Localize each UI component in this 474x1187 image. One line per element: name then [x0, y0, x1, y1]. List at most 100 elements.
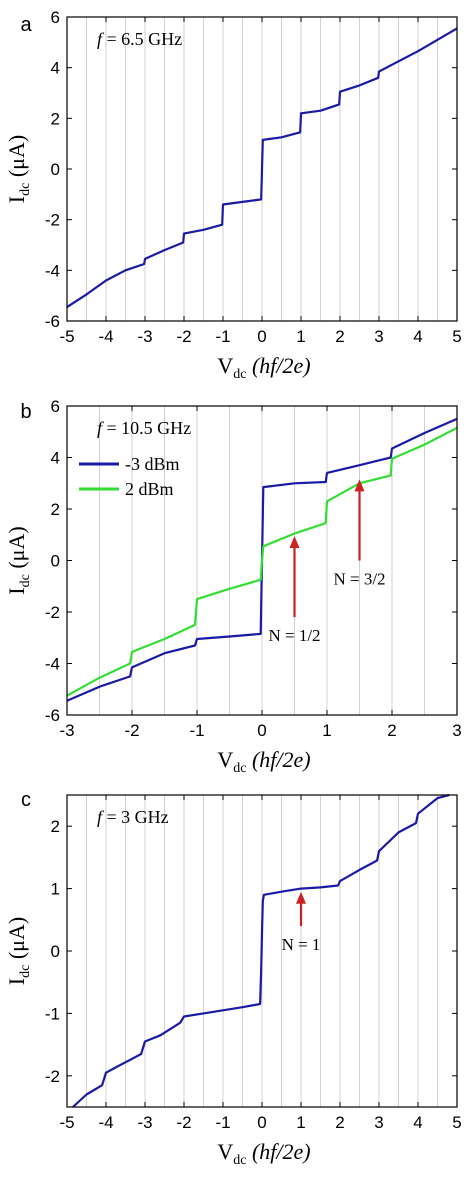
- x-axis-label: Vdc (hf/2e): [217, 353, 310, 382]
- annotation-label-2: N = 3/2: [333, 570, 385, 589]
- y-axis-label-main: I: [4, 587, 29, 594]
- x-tick-label: -1: [189, 721, 204, 740]
- x-tick-label: 1: [322, 721, 331, 740]
- annotation-arrowhead-1: [296, 891, 306, 904]
- x-tick-label: -2: [124, 721, 139, 740]
- frequency-annotation-text: = 6.5 GHz: [102, 29, 182, 49]
- x-tick-label: -4: [98, 327, 113, 346]
- annotation-arrowhead-2: [354, 479, 365, 492]
- y-axis-label: Idc (μA): [4, 917, 33, 985]
- y-axis-label-sub: dc: [18, 574, 33, 587]
- x-axis-label-main: V: [217, 353, 233, 378]
- y-tick-label: -4: [45, 261, 60, 280]
- x-tick-label: 2: [335, 1113, 344, 1132]
- x-tick-label: -3: [59, 721, 74, 740]
- y-tick-label: -2: [45, 211, 60, 230]
- x-tick-label: 2: [335, 327, 344, 346]
- x-tick-label: -5: [59, 1113, 74, 1132]
- x-tick-label: 0: [257, 1113, 266, 1132]
- x-tick-label: -3: [137, 327, 152, 346]
- x-tick-label: 5: [452, 327, 461, 346]
- y-tick-label: 6: [51, 8, 60, 27]
- y-tick-label: 0: [51, 160, 60, 179]
- annotation-arrowhead-1: [289, 536, 300, 549]
- frequency-annotation-text: = 3 GHz: [102, 807, 169, 827]
- frequency-annotation: f = 10.5 GHz: [97, 418, 191, 438]
- y-axis-label-unit: (μA): [4, 526, 29, 574]
- x-tick-label: -2: [176, 1113, 191, 1132]
- y-axis-label-sub: dc: [18, 183, 33, 196]
- y-axis-label-unit: (μA): [4, 917, 29, 965]
- x-tick-label: 1: [296, 327, 305, 346]
- x-tick-label: 3: [452, 721, 461, 740]
- annotation-label-1: N = 1/2: [268, 626, 320, 645]
- x-axis-label-sub: dc: [233, 1153, 246, 1168]
- x-tick-label: 4: [413, 327, 422, 346]
- y-axis-label-sub: dc: [18, 965, 33, 978]
- x-tick-label: 0: [257, 327, 266, 346]
- x-tick-label: 5: [452, 1113, 461, 1132]
- y-tick-label: 0: [51, 552, 60, 571]
- panel-label: c: [21, 789, 31, 811]
- panel-b: b -3 -2 -1 0 1 2 3 -6 -4 -2 0 2 4 6 Vdc (hf/2e) Idc (μA)…: [4, 397, 462, 776]
- y-tick-label: -2: [45, 1067, 60, 1086]
- x-axis-label-unit: (hf/2e): [246, 747, 310, 772]
- frequency-annotation: f = 3 GHz: [97, 807, 169, 827]
- y-tick-label: 2: [51, 500, 60, 519]
- x-tick-label: 3: [374, 1113, 383, 1132]
- x-tick-label: -1: [215, 327, 230, 346]
- legend-label-2: 2 dBm: [125, 479, 174, 499]
- x-axis-label: Vdc (hf/2e): [217, 1139, 310, 1168]
- annotation-label-1: N = 1: [282, 935, 321, 954]
- x-axis-label-sub: dc: [233, 367, 246, 382]
- y-tick-label: 0: [51, 942, 60, 961]
- y-tick-label: 6: [51, 397, 60, 416]
- legend-label-1: -3 dBm: [125, 454, 180, 474]
- x-axis-label-main: V: [217, 1139, 233, 1164]
- x-axis-label-unit: (hf/2e): [246, 353, 310, 378]
- y-tick-label: -4: [45, 655, 60, 674]
- x-tick-label: 1: [296, 1113, 305, 1132]
- x-axis-label-main: V: [217, 747, 233, 772]
- x-tick-label: 3: [374, 327, 383, 346]
- y-tick-label: 4: [51, 59, 60, 78]
- y-tick-label: 2: [51, 109, 60, 128]
- frequency-annotation-var: f: [97, 418, 105, 438]
- x-tick-label: -1: [215, 1113, 230, 1132]
- series-line-1: [72, 793, 450, 1108]
- frequency-annotation: f = 6.5 GHz: [97, 29, 182, 49]
- series-line-1: [66, 27, 458, 309]
- x-tick-label: 4: [413, 1113, 422, 1132]
- y-tick-label: -2: [45, 603, 60, 622]
- series-line-2: [66, 426, 458, 697]
- panel-label: a: [20, 14, 32, 36]
- y-axis-label-main: I: [4, 196, 29, 203]
- panel-c: c -5 -4 -3 -2 -1 0 1 2 3 4 5 -2 -1 0 1 2 Vdc (hf/2e) Idc (…: [4, 789, 462, 1168]
- y-tick-label: -6: [45, 706, 60, 725]
- x-tick-label: -5: [59, 327, 74, 346]
- y-tick-label: 4: [51, 449, 60, 468]
- legend: -3 dBm 2 dBm: [79, 454, 180, 499]
- frequency-annotation-var: f: [97, 29, 105, 49]
- y-axis-label-unit: (μA): [4, 135, 29, 183]
- x-tick-label: 0: [257, 721, 266, 740]
- x-axis-label-sub: dc: [233, 761, 246, 776]
- frequency-annotation-var: f: [97, 807, 105, 827]
- x-axis-label: Vdc (hf/2e): [217, 747, 310, 776]
- y-tick-label: 1: [51, 880, 60, 899]
- x-tick-label: 2: [387, 721, 396, 740]
- x-axis-label-unit: (hf/2e): [246, 1139, 310, 1164]
- y-tick-label: -6: [45, 312, 60, 331]
- panel-label: b: [20, 401, 31, 423]
- y-tick-label: 2: [51, 817, 60, 836]
- panel-a: a -5 -4 -3 -2 -1 0 1 2 3 4 5 -6 -4 -2 0 2 4 6 Vdc (hf/2e) Id…: [4, 8, 462, 382]
- x-tick-label: -2: [176, 327, 191, 346]
- y-tick-label: -1: [45, 1004, 60, 1023]
- y-axis-label: Idc (μA): [4, 135, 33, 203]
- y-axis-label-main: I: [4, 978, 29, 985]
- y-axis-label: Idc (μA): [4, 526, 33, 594]
- x-tick-label: -4: [98, 1113, 113, 1132]
- frequency-annotation-text: = 10.5 GHz: [102, 418, 191, 438]
- x-tick-label: -3: [137, 1113, 152, 1132]
